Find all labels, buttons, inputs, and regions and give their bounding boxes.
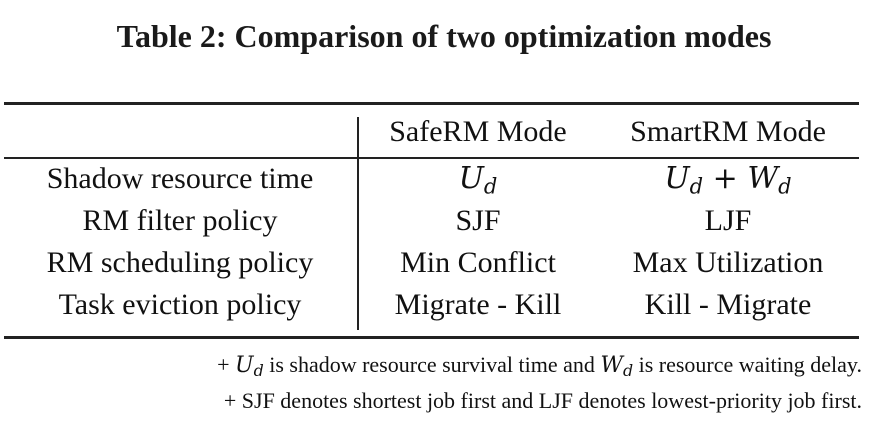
header-rule [4,157,859,159]
cell-saferm-rm-scheduling-policy: Min Conflict [400,246,556,279]
cell-smartrm-rm-filter-policy: LJF [704,204,752,237]
cell-saferm-task-eviction-policy: Migrate - Kill [394,288,562,321]
row-label-rm-filter-policy: RM filter policy [82,204,278,237]
row-label-task-eviction-policy: Task eviction policy [58,288,302,321]
bottom-rule [4,336,859,339]
cell-saferm-rm-filter-policy: SJF [455,204,501,237]
table-caption: Table 2: Comparison of two optimization … [116,18,772,54]
cell-smartrm-task-eviction-policy: Kill - Migrate [644,288,812,321]
column-header-smartrm: SmartRM Mode [630,115,826,148]
top-rule [4,102,859,105]
cell-saferm-shadow-resource-time: Ud [458,161,498,199]
cell-smartrm-rm-scheduling-policy: Max Utilization [632,246,824,279]
footnote-acronyms: + SJF denotes shortest job first and LJF… [223,388,862,413]
column-header-saferm: SafeRM Mode [389,115,567,148]
row-label-shadow-resource-time: Shadow resource time [46,162,314,195]
column-divider [357,117,359,330]
footnote-variables: + Ud is shadow resource survival time an… [217,352,862,380]
row-label-rm-scheduling-policy: RM scheduling policy [46,246,314,279]
cell-smartrm-shadow-resource-time: Ud + Wd [664,161,792,199]
